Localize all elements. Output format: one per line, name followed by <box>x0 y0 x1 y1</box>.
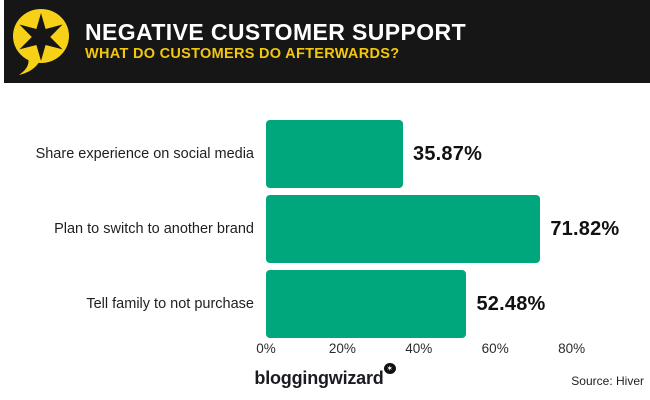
value-label: 35.87% <box>413 142 483 165</box>
x-axis-tick: 0% <box>256 341 276 356</box>
speech-bubble-star-icon <box>11 8 71 76</box>
bar-chart: Share experience on social media 35.87% Pl… <box>0 83 650 363</box>
bar-row: Plan to switch to another brand 71.82% <box>0 195 650 263</box>
value-label: 71.82% <box>550 217 620 240</box>
bloggingwizard-logo: bloggingwizard ✶ <box>0 363 650 389</box>
bar-row: Share experience on social media 35.87% <box>0 120 650 188</box>
page-title: NEGATIVE CUSTOMER SUPPORT <box>85 18 467 45</box>
value-label: 52.48% <box>476 292 546 315</box>
bar <box>266 195 541 263</box>
x-axis-tick: 60% <box>481 341 509 356</box>
header-titles: NEGATIVE CUSTOMER SUPPORT WHAT DO CUSTOM… <box>85 20 466 63</box>
category-label: Tell family to not purchase <box>86 296 254 312</box>
category-label: Share experience on social media <box>35 146 254 162</box>
category-label: Plan to switch to another brand <box>54 221 254 237</box>
bar-row: Tell family to not purchase 52.48% <box>0 270 650 338</box>
x-axis: 0% 20% 40% 60% 80% <box>0 341 650 361</box>
x-axis-tick: 20% <box>328 341 356 356</box>
bar <box>266 270 467 338</box>
page-subtitle: WHAT DO CUSTOMERS DO AFTERWARDS? <box>85 46 400 63</box>
x-axis-tick: 80% <box>558 341 586 356</box>
x-axis-tick: 40% <box>405 341 433 356</box>
bloggingwizard-wordmark: bloggingwizard <box>254 368 384 388</box>
header: NEGATIVE CUSTOMER SUPPORT WHAT DO CUSTOM… <box>4 0 650 83</box>
sparkle-badge-icon: ✶ <box>383 363 396 374</box>
bar <box>266 120 404 188</box>
source-credit: Source: Hiver <box>571 374 644 388</box>
